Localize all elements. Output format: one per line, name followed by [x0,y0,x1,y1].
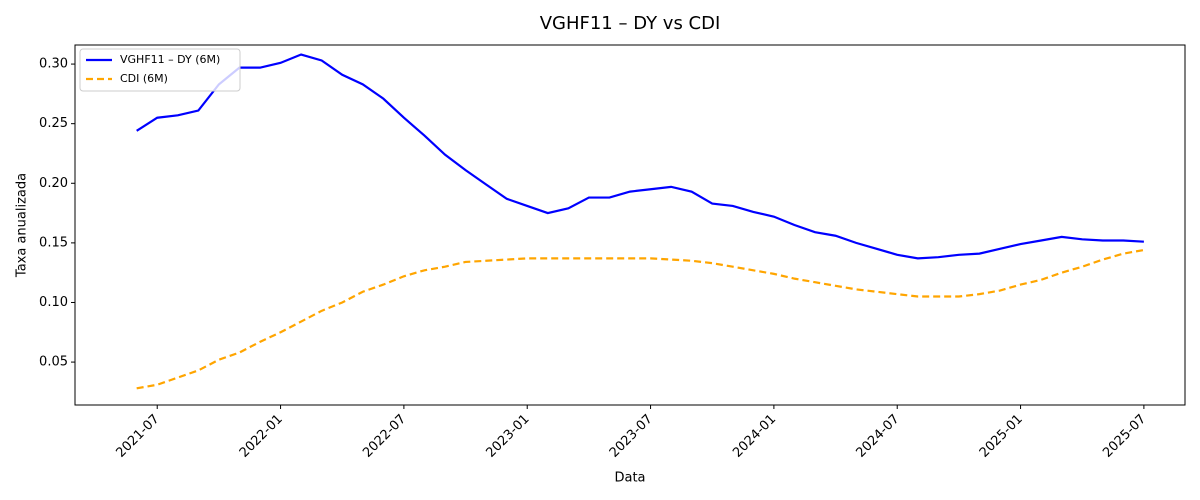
data-line [136,53,1144,260]
x-tick-label: 2025-01 [977,412,1026,461]
chart-title: VGHF11 – DY vs CDI [540,13,721,34]
y-axis-label: Taxa anualizada [15,173,30,278]
x-tick-label: 2024-01 [730,412,779,461]
y-tick-label: 0.25 [39,116,68,131]
x-tick-label: 2021-07 [114,412,163,461]
y-tick-label: 0.15 [39,235,68,250]
y-tick-label: 0.10 [39,295,68,310]
y-tick-label: 0.20 [39,176,68,191]
x-tick-label: 2025-07 [1100,412,1149,461]
legend-box [79,48,241,92]
data-line [136,248,1145,390]
y-tick-label: 0.05 [39,355,68,370]
legend-label: VGHF11 – DY (6M) [120,53,220,66]
x-tick-label: 2022-01 [237,412,286,461]
x-tick-label: 2022-07 [360,412,409,461]
x-tick-label: 2024-07 [854,412,903,461]
x-axis-label: Data [614,471,645,486]
y-tick-label: 0.30 [39,57,68,72]
x-tick-label: 2023-01 [484,412,533,461]
legend: VGHF11 – DY (6M) CDI (6M) [79,48,241,92]
legend-label: CDI (6M) [120,72,168,85]
x-tick-label: 2023-07 [607,412,656,461]
plot-frame [74,44,1186,406]
